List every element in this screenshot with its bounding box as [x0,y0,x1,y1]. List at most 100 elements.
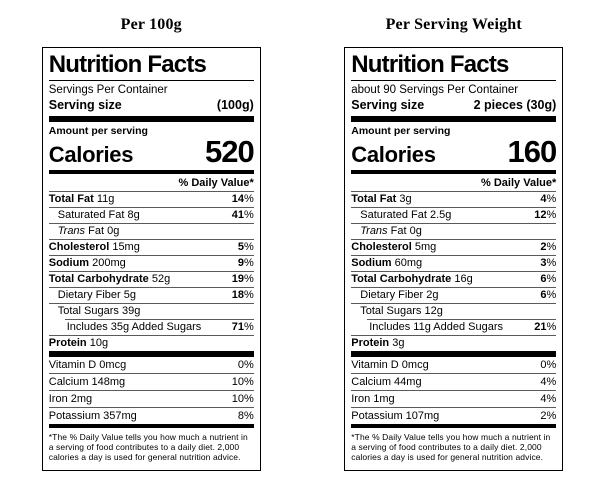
nutrient-dv: 5% [237,241,254,254]
calories-row: Calories 160 [351,134,558,170]
nutrient-name: Potassium 107mg [351,410,440,423]
calories-value: 520 [205,134,255,170]
servings-per-container: Servings Per Container [48,84,168,97]
nutrient-name: Saturated Fat 2.5g [360,209,452,222]
nutrient-row: Dietary Fiber 5g 18% [48,287,254,303]
nutrient-name: Saturated Fat 8g [57,209,140,222]
nutrient-dv: 2% [540,241,557,254]
nutrient-row: Total Sugars 39g [48,303,254,319]
nutrient-dv: 71% [231,321,254,334]
thick-divider-bar [351,116,557,123]
nutrient-row: Dietary Fiber 2g 6% [351,287,557,303]
nutrient-dv: 9% [237,257,254,270]
serving-size-row: Serving size (100g) [49,97,254,116]
nutrient-name: Vitamin D 0mcg [351,359,429,372]
nutrient-row: Total Sugars 12g [351,303,557,319]
nutrient-row: Cholesterol 5mg 2% [351,239,557,255]
thick-divider-bar [351,351,557,358]
thick-divider-bar [48,351,254,358]
vitamin-row: Vitamin D 0mcg 0% [351,357,556,373]
nutrient-name: Potassium 357mg [48,410,137,423]
nutrition-label: Nutrition Facts Servings Per Container S… [41,47,261,472]
calories-value: 160 [507,134,558,170]
medium-divider-bar [351,170,557,175]
nutrient-dv: 14% [231,193,254,206]
nutrient-row: Protein 10g [48,335,254,351]
nutrient-row: Total Fat 11g 14% [48,191,254,207]
nutrient-dv: 8% [237,410,254,423]
serving-size-value: (100g) [216,98,254,113]
column-heading: Per 100g [120,16,182,33]
serving-size-label: Serving size [351,98,425,113]
serving-size-row: Serving size 2 pieces (30g) [351,97,556,116]
daily-value-header: % Daily Value* [178,177,254,190]
nutrient-name: Vitamin D 0mcg [48,359,127,372]
nutrient-row: Sodium 60mg 3% [351,255,557,271]
nutrient-dv: 4% [540,376,557,389]
vitamin-rows: Vitamin D 0mcg 0% Calcium 148mg 10% Iron 2mg… [48,357,254,424]
nutrient-dv: 10% [231,376,254,389]
calories-label: Calories [48,142,134,168]
nutrient-dv: 6% [540,273,557,286]
daily-value-header: % Daily Value* [481,177,557,190]
vitamin-row: Calcium 44mg 4% [351,373,557,390]
nutrient-row: Protein 3g [351,335,557,351]
nutrient-dv: 3% [540,257,557,270]
nutrient-row: Trans Fat 0g [351,223,557,239]
servings-per-container: about 90 Servings Per Container [351,84,519,97]
footnote: *The % Daily Value tells you how much a … [351,432,551,463]
nutrient-dv: 21% [534,321,557,334]
serving-size-value: 2 pieces (30g) [473,98,557,113]
nutrient-dv: 6% [540,289,557,302]
nutrient-row: Total Carbohydrate 16g 6% [351,271,557,287]
calories-label: Calories [351,142,436,168]
nutrient-name: Protein 3g [351,337,405,350]
vitamin-row: Calcium 148mg 10% [48,373,254,390]
nutrient-name: Iron 2mg [48,393,93,406]
nutrient-name: Protein 10g [48,337,109,350]
nutrient-name: Total Carbohydrate 16g [351,273,473,286]
nutrient-dv: 41% [231,209,254,222]
nutrient-dv: 12% [534,209,557,222]
vitamin-row: Potassium 357mg 8% [48,407,254,424]
amount-per-serving-label: Amount per serving [48,125,148,138]
nutrient-row: Cholesterol 15mg 5% [48,239,254,255]
nutrient-row: Includes 35g Added Sugars 71% [64,319,254,335]
nutrient-dv: 0% [540,359,557,372]
nutrient-name: Sodium 60mg [351,257,423,270]
nutrient-dv: 4% [540,393,557,406]
nutrient-name: Trans Fat 0g [360,225,422,238]
vitamin-row: Iron 2mg 10% [48,390,254,407]
vitamin-row: Iron 1mg 4% [351,390,557,407]
column-per-serving-weight: Per Serving Weight Nutrition Facts about… [303,0,605,492]
nutrient-name: Iron 1mg [351,393,395,406]
label-title: Nutrition Facts [48,52,254,82]
vitamin-row: Potassium 107mg 2% [351,407,557,424]
thick-divider-bar [48,116,254,123]
nutrient-name: Cholesterol 5mg [351,241,437,254]
amount-per-serving-label: Amount per serving [351,125,451,138]
nutrient-row: Sodium 200mg 9% [48,255,254,271]
nutrient-row: Total Fat 3g 4% [351,191,557,207]
nutrient-dv: 19% [231,273,254,286]
nutrient-row: Total Carbohydrate 52g 19% [48,271,254,287]
nutrient-name: Total Sugars 39g [57,305,141,318]
medium-divider-bar [351,424,557,429]
nutrient-rows: Total Fat 3g 4% Saturated Fat 2.5g 12% Trans… [351,191,557,351]
nutrient-name: Calcium 148mg [48,376,126,389]
nutrient-rows: Total Fat 11g 14% Saturated Fat 8g 41% Trans… [48,191,254,351]
calories-row: Calories 520 [48,134,255,170]
nutrient-name: Cholesterol 15mg [48,241,140,254]
nutrient-dv: 0% [237,359,254,372]
nutrient-row: Saturated Fat 8g 41% [48,207,254,223]
vitamin-rows: Vitamin D 0mcg 0% Calcium 44mg 4% Iron 1mg 4%… [351,357,557,424]
medium-divider-bar [48,424,254,429]
nutrient-name: Sodium 200mg [48,257,126,270]
nutrient-name: Includes 35g Added Sugars [66,321,202,334]
nutrient-name: Calcium 44mg [351,376,422,389]
nutrient-dv: 18% [231,289,254,302]
nutrient-row: Includes 11g Added Sugars 21% [367,319,557,335]
nutrient-name: Total Fat 11g [48,193,115,206]
nutrient-name: Dietary Fiber 5g [57,289,137,302]
